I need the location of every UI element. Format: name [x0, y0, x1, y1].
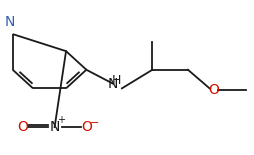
Text: −: − [90, 118, 99, 128]
Text: N: N [5, 15, 15, 29]
Text: O: O [81, 120, 92, 134]
Text: +: + [57, 115, 65, 125]
Text: N: N [50, 120, 60, 134]
Text: N: N [108, 77, 118, 91]
Text: O: O [18, 120, 28, 134]
Text: H: H [112, 74, 121, 87]
Text: O: O [208, 83, 219, 97]
